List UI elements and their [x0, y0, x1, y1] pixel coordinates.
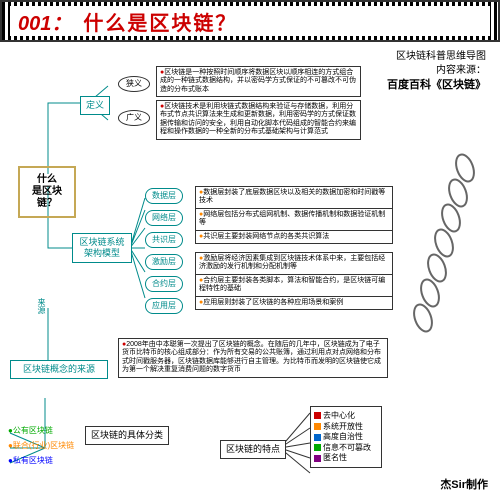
broad-desc: ●区块链技术是利用块链式数据结构来验证与存储数据，利用分布式节点共识算法来生成和… [156, 100, 361, 140]
feature-3: 信息不可篡改 [314, 443, 378, 453]
layer-3: 激励层 [145, 254, 183, 270]
layer-desc-3: ●激励层将经济因素集成到区块链技术体系中来，主要包括经济激励的发行机制和分配机制… [195, 252, 393, 275]
broad-label: 广义 [118, 110, 150, 126]
origin-desc: ●2008年由中本聪第一次提出了区块链的概念。在随后的几年中，区块链成为了电子货… [118, 338, 388, 378]
arch-node: 区块链系统架构模型 [72, 233, 132, 263]
narrow-desc: ●区块链是一种按照时间顺序将数据区块以顺序相连的方式组合成的一种链式数据结构，并… [156, 66, 361, 97]
layer-0: 数据层 [145, 188, 183, 204]
title-text: 什么是区块链？ [83, 7, 237, 36]
layer-desc-2: ●共识层主要封装网络节点的各类共识算法 [195, 230, 393, 244]
definition-node: 定义 [80, 96, 110, 115]
feature-1: 系统开放性 [314, 422, 378, 432]
classify-item-2: ●私有区块链 [8, 456, 53, 466]
chain-icon [410, 148, 490, 388]
root-node: 什么 是区块链？ [18, 166, 76, 218]
origin-link: 来源 [36, 298, 47, 314]
narrow-label: 狭义 [118, 76, 150, 92]
layer-5: 应用层 [145, 298, 183, 314]
layer-desc-5: ●应用层则封装了区块链的各种应用场景和案例 [195, 296, 393, 310]
feature-0: 去中心化 [314, 411, 378, 421]
layer-desc-1: ●网络层包括分布式组网机制、数据传播机制和数据验证机制等 [195, 208, 393, 231]
layer-desc-4: ●合约层主要封装各类脚本，算法和智能合约，是区块链可编程特性的基础 [195, 274, 393, 297]
features-list: 去中心化系统开放性高度自治性信息不可篡改匿名性 [310, 406, 382, 468]
layer-4: 合约层 [145, 276, 183, 292]
layer-2: 共识层 [145, 232, 183, 248]
classify-node: 区块链的具体分类 [85, 426, 169, 445]
classify-item-0: ●公有区块链 [8, 426, 53, 436]
title-number: 001： [18, 7, 71, 36]
feature-2: 高度自治性 [314, 432, 378, 442]
layer-desc-0: ●数据层封装了底层数据区块以及相关的数据加密和时间戳等技术 [195, 186, 393, 209]
features-node: 区块链的特点 [220, 440, 286, 459]
layer-1: 网络层 [145, 210, 183, 226]
classify-item-1: ●联合(行业)区块链 [8, 441, 74, 451]
feature-4: 匿名性 [314, 453, 378, 463]
title-header: 001： 什么是区块链？ [0, 0, 500, 42]
author-credit: 杰Sir制作 [440, 476, 488, 492]
origin-node: 区块链概念的来源 [10, 360, 108, 379]
